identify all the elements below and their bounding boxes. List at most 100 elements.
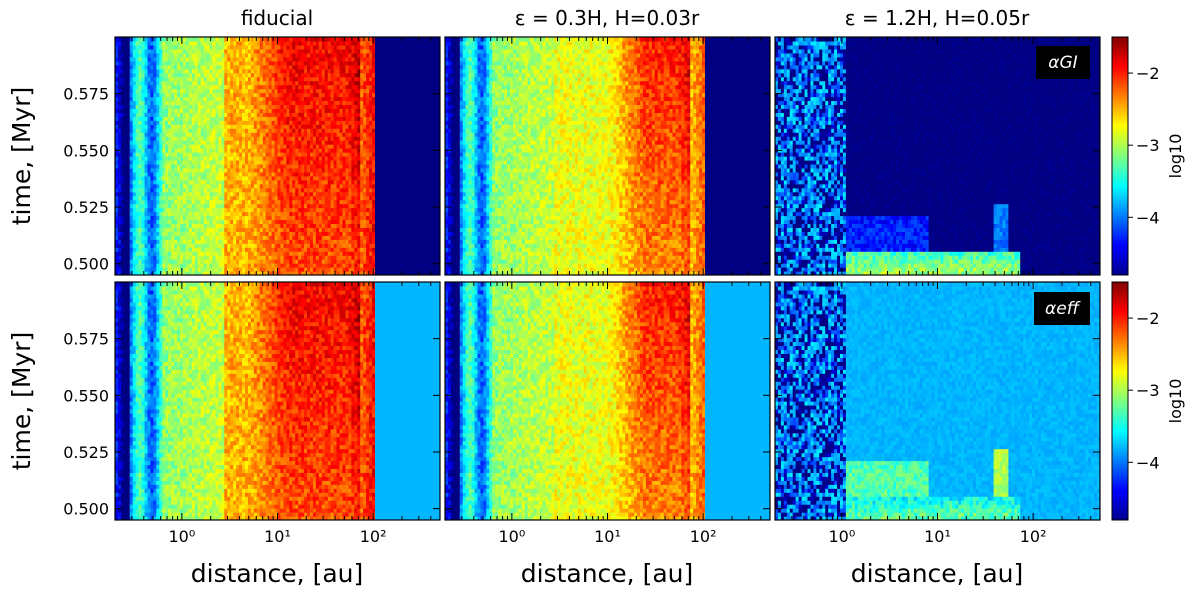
- heatmap-cell: [147, 64, 152, 70]
- heatmap-cell: [310, 68, 314, 74]
- heatmap-cell: [215, 96, 219, 102]
- heatmap-cell: [321, 40, 326, 46]
- heatmap-cell: [138, 140, 143, 145]
- heatmap-cell: [268, 179, 273, 185]
- heatmap-cell: [354, 140, 358, 145]
- heatmap-cell: [327, 223, 332, 228]
- heatmap-cell: [283, 207, 287, 213]
- heatmap-cell: [182, 76, 187, 82]
- heatmap-cell: [120, 48, 125, 54]
- heatmap-cell: [339, 52, 344, 58]
- heatmap-cell: [307, 207, 311, 213]
- heatmap-cell: [310, 88, 314, 94]
- heatmap-cell: [215, 52, 219, 58]
- heatmap-cell: [283, 96, 287, 102]
- heatmap-cell: [135, 187, 140, 193]
- heatmap-cell: [174, 156, 178, 161]
- heatmap-cell: [304, 120, 308, 125]
- heatmap-cell: [182, 227, 187, 232]
- heatmap-cell: [242, 255, 246, 260]
- heatmap-cell: [115, 163, 119, 169]
- heatmap-cell: [221, 267, 225, 272]
- heatmap-cell: [310, 40, 314, 46]
- heatmap-cell: [215, 267, 219, 272]
- heatmap-cell: [265, 271, 270, 275]
- heatmap-cell: [239, 215, 243, 221]
- heatmap-cell: [283, 124, 287, 129]
- heatmap-cell: [348, 84, 352, 90]
- heatmap-cell: [283, 144, 287, 149]
- heatmap-cell: [265, 207, 270, 213]
- heatmap-cell: [298, 148, 302, 153]
- heatmap-cell: [182, 64, 187, 70]
- heatmap-cell: [262, 211, 267, 217]
- heatmap-cell: [227, 215, 231, 221]
- heatmap-cell: [253, 243, 258, 248]
- heatmap-cell: [230, 235, 234, 240]
- heatmap-cell: [339, 219, 344, 225]
- heatmap-cell: [215, 120, 219, 125]
- heatmap-cell: [247, 251, 252, 256]
- heatmap-cell: [330, 140, 335, 145]
- heatmap-cell: [315, 271, 320, 275]
- heatmap-cell: [295, 120, 299, 125]
- heatmap-cell: [132, 263, 137, 268]
- heatmap-cell: [171, 120, 175, 125]
- heatmap-cell: [354, 163, 358, 169]
- heatmap-cell: [182, 88, 187, 94]
- heatmap-cell: [126, 64, 131, 70]
- heatmap-cell: [250, 148, 255, 153]
- heatmap-cell: [218, 148, 222, 153]
- heatmap-cell: [242, 239, 246, 244]
- heatmap-cell: [126, 207, 131, 213]
- heatmap-cell: [153, 199, 157, 205]
- heatmap-cell: [280, 207, 284, 213]
- heatmap-cell: [262, 92, 267, 98]
- heatmap-cell: [268, 124, 273, 129]
- heatmap-cell: [312, 48, 317, 54]
- heatmap-cell: [135, 52, 140, 58]
- heatmap-cell: [268, 120, 273, 125]
- heatmap-cell: [177, 167, 181, 173]
- heatmap-cell: [315, 163, 320, 169]
- heatmap-cell: [135, 175, 140, 181]
- heatmap-cell: [271, 231, 276, 236]
- heatmap-cell: [117, 152, 122, 157]
- heatmap-cell: [236, 167, 240, 173]
- heatmap-cell: [209, 171, 214, 177]
- heatmap-cell: [120, 156, 125, 161]
- heatmap-cell: [215, 132, 219, 137]
- heatmap-cell: [177, 64, 181, 70]
- heatmap-cell: [191, 64, 196, 70]
- heatmap-cell: [298, 219, 302, 225]
- heatmap-cell: [188, 239, 193, 244]
- heatmap-cell: [304, 84, 308, 90]
- heatmap-cell: [233, 136, 237, 141]
- heatmap-cell: [324, 112, 329, 117]
- heatmap-cell: [177, 144, 181, 149]
- heatmap-cell: [138, 120, 143, 125]
- heatmap-cell: [318, 267, 323, 272]
- heatmap-cell: [224, 120, 228, 125]
- heatmap-cell: [165, 203, 169, 209]
- heatmap-cell: [324, 171, 329, 177]
- heatmap-cell: [212, 159, 217, 165]
- heatmap-cell: [206, 112, 211, 117]
- heatmap-cell: [194, 267, 199, 272]
- heatmap-cell: [218, 116, 222, 121]
- heatmap-cell: [194, 163, 199, 169]
- heatmap-cell: [188, 96, 193, 102]
- heatmap-cell: [194, 167, 199, 173]
- heatmap-cell: [224, 171, 228, 177]
- heatmap-cell: [304, 199, 308, 205]
- heatmap-cell: [295, 159, 299, 165]
- heatmap-cell: [194, 144, 199, 149]
- heatmap-cell: [132, 120, 137, 125]
- heatmap-cell: [174, 68, 178, 74]
- heatmap-cell: [156, 116, 160, 121]
- heatmap-cell: [327, 152, 332, 157]
- heatmap-cell: [185, 132, 190, 137]
- heatmap-cell: [253, 211, 258, 217]
- heatmap-cell: [218, 124, 222, 129]
- heatmap-cell: [159, 195, 163, 201]
